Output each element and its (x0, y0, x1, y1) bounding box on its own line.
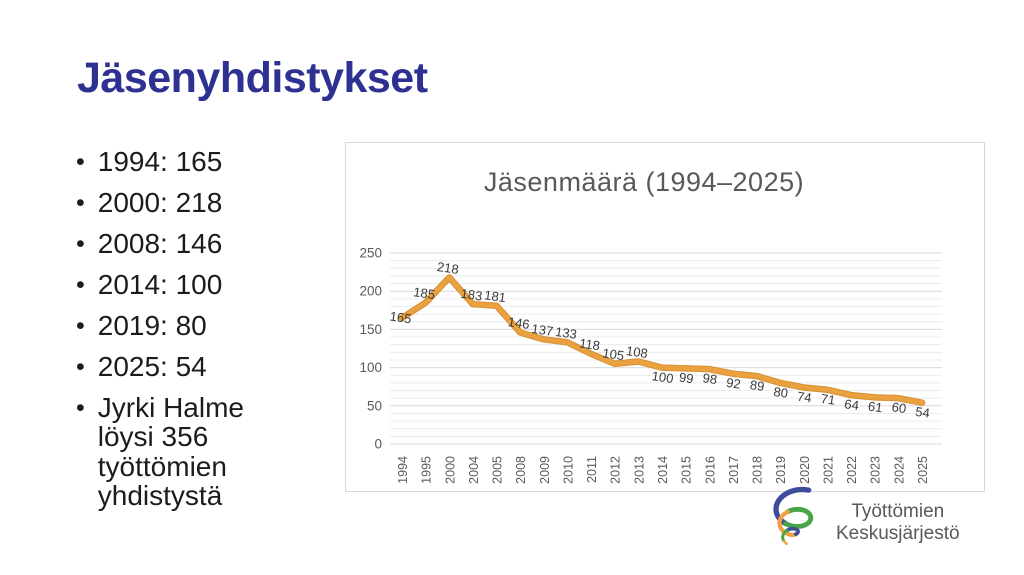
bullet-text: 2014: 100 (97, 269, 223, 300)
data-label: 108 (625, 343, 649, 361)
x-axis-tick-label: 2000 (443, 456, 457, 484)
x-axis-tick-label: 2013 (632, 456, 646, 484)
bullet-list: • 1994: 165 • 2000: 218 • 2008: 146 • 2014: 100… (76, 147, 276, 522)
data-label: 165 (389, 309, 413, 327)
y-axis-tick-label: 100 (359, 360, 382, 375)
spiral-ribbon (782, 539, 788, 546)
data-label: 71 (820, 391, 836, 408)
bullet-icon: • (76, 312, 85, 340)
page-title: Jäsenyhdistykset (77, 54, 428, 102)
spiral-ribbon (781, 528, 789, 543)
data-label: 218 (436, 259, 460, 277)
y-axis-tick-label: 0 (374, 437, 382, 452)
data-label: 98 (702, 370, 718, 387)
bullet-icon: • (76, 189, 85, 217)
bullet-icon: • (76, 230, 85, 258)
data-label: 133 (554, 324, 578, 342)
bullet-text: Jyrki Halme löysi 356 työttömien yhdisty… (97, 392, 244, 512)
x-axis-tick-label: 2023 (869, 456, 883, 484)
x-axis-tick-label: 2004 (467, 456, 481, 484)
y-axis-tick-label: 200 (359, 284, 382, 299)
spiral-ribbon (783, 506, 814, 529)
organization-name-line1: Työttömien (851, 500, 945, 522)
x-axis-tick-label: 2012 (609, 456, 623, 484)
x-axis-tick-label: 1994 (396, 456, 410, 484)
x-axis-tick-label: 2015 (680, 456, 694, 484)
bullet-icon: • (76, 353, 85, 381)
x-axis-tick-label: 2014 (656, 456, 670, 484)
data-label: 80 (773, 384, 789, 401)
x-axis-tick-label: 2019 (774, 456, 788, 484)
x-axis-tick-label: 2010 (561, 456, 575, 484)
y-axis-tick-label: 250 (359, 246, 382, 261)
list-item: • 2008: 146 (76, 229, 276, 259)
list-item: • 1994: 165 (76, 147, 276, 177)
x-axis-tick-label: 2024 (892, 456, 906, 484)
data-label: 185 (412, 284, 436, 302)
organization-name: Työttömien Keskusjärjestö (836, 501, 960, 545)
x-axis-tick-label: 2020 (798, 456, 812, 484)
data-label: 64 (844, 396, 860, 413)
data-label: 54 (914, 404, 930, 421)
list-item: • 2019: 80 (76, 311, 276, 341)
list-item: • 2025: 54 (76, 352, 276, 382)
list-item: • 2014: 100 (76, 270, 276, 300)
x-axis-tick-label: 1995 (420, 456, 434, 484)
y-axis-tick-label: 50 (367, 398, 382, 413)
spiral-ribbon (785, 526, 800, 537)
list-item: • 2000: 218 (76, 188, 276, 218)
bullet-text: 2025: 54 (97, 351, 207, 382)
organization-name-line2: Keskusjärjestö (836, 523, 960, 544)
y-axis-tick-label: 150 (359, 322, 382, 337)
x-axis-tick-label: 2016 (703, 456, 717, 484)
data-label: 183 (460, 286, 484, 304)
x-axis-tick-label: 2018 (751, 456, 765, 484)
data-label: 61 (867, 399, 883, 416)
chart-title: Jäsenmäärä (1994–2025) (484, 167, 804, 197)
organization-logo: Työttömien Keskusjärjestö (762, 486, 960, 560)
data-label: 105 (602, 345, 626, 363)
x-axis-tick-label: 2011 (585, 456, 599, 483)
membership-line-chart: Jäsenmäärä (1994–2025) 0 50 100 150 200 250 199… (345, 142, 985, 492)
data-label: 74 (796, 389, 812, 406)
data-label: 92 (725, 375, 741, 392)
chart-canvas: Jäsenmäärä (1994–2025) 0 50 100 150 200 250 199… (359, 167, 942, 484)
x-axis-tick-label: 2009 (538, 456, 552, 484)
x-axis-tick-label: 2021 (821, 456, 835, 484)
spiral-swirl-icon (773, 486, 814, 546)
bullet-text: 2000: 218 (97, 187, 223, 218)
x-axis-tick-label: 2017 (727, 456, 741, 484)
bullet-text: 2019: 80 (97, 310, 207, 341)
data-label: 60 (891, 399, 907, 416)
data-label: 118 (578, 336, 601, 354)
line-series (399, 275, 925, 405)
data-label: 99 (678, 369, 694, 386)
x-axis-tick-label: 2005 (491, 456, 505, 484)
data-label: 146 (507, 314, 531, 332)
list-item: • Jyrki Halme löysi 356 työttömien yhdist… (76, 393, 276, 511)
x-axis-tick-label: 2025 (916, 456, 930, 484)
data-label: 181 (483, 287, 507, 305)
spiral-ribbon (777, 509, 798, 537)
bullet-text: 2008: 146 (97, 228, 223, 259)
x-axis-tick-label: 2008 (514, 456, 528, 484)
bullet-text: 1994: 165 (97, 146, 223, 177)
data-label: 89 (749, 377, 765, 394)
x-axis-tick-label: 2022 (845, 456, 859, 484)
bullet-icon: • (76, 394, 85, 422)
bullet-icon: • (76, 271, 85, 299)
data-label: 137 (531, 321, 555, 339)
data-label: 100 (651, 368, 675, 386)
bullet-icon: • (76, 148, 85, 176)
